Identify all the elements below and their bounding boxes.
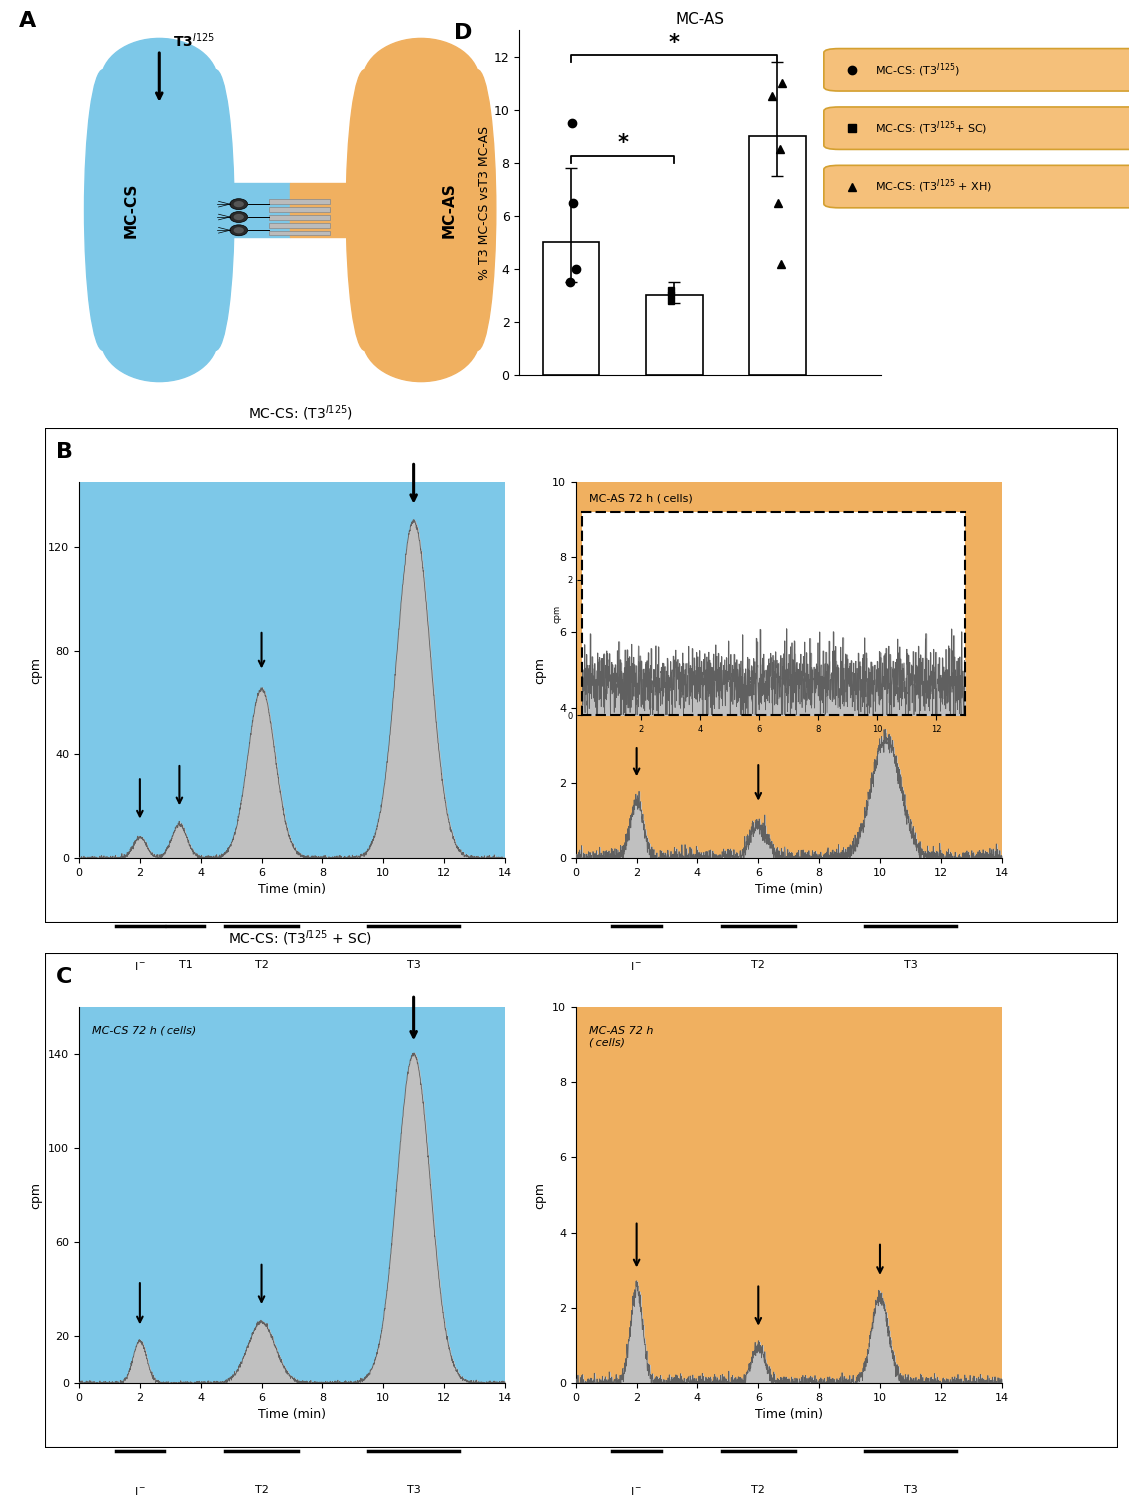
Y-axis label: cpm: cpm [534, 657, 546, 684]
Y-axis label: cpm: cpm [534, 1182, 546, 1209]
Ellipse shape [234, 226, 244, 234]
Text: T1: T1 [178, 960, 192, 969]
Text: I$^-$: I$^-$ [630, 1485, 642, 1497]
X-axis label: Time (min): Time (min) [257, 1408, 326, 1422]
Text: MC-CS: (T3$^{I125}$+ SC): MC-CS: (T3$^{I125}$+ SC) [875, 120, 988, 136]
Text: MC-CS 72 h ( cells): MC-CS 72 h ( cells) [91, 1026, 196, 1036]
Bar [290, 183, 365, 237]
Ellipse shape [362, 296, 480, 381]
Text: T3: T3 [903, 960, 917, 969]
Ellipse shape [234, 214, 244, 220]
Text: T2: T2 [255, 1485, 269, 1494]
Text: D: D [454, 22, 473, 44]
X-axis label: Time (min): Time (min) [754, 1408, 823, 1422]
Ellipse shape [85, 69, 122, 351]
Ellipse shape [196, 69, 234, 351]
Text: B: B [56, 442, 73, 462]
Text: T3: T3 [406, 1485, 420, 1494]
Text: MC-AS 72 h
( cells): MC-AS 72 h ( cells) [588, 1026, 653, 1047]
X-axis label: Time (min): Time (min) [257, 884, 326, 897]
Ellipse shape [362, 39, 480, 125]
Text: I$^-$: I$^-$ [133, 1485, 146, 1497]
Text: T3$^{I125}$: T3$^{I125}$ [174, 32, 216, 50]
Text: MC-AS 72 h ( ​cells): MC-AS 72 h ( ​cells) [588, 494, 692, 502]
Text: I$^-$: I$^-$ [630, 960, 642, 972]
Text: *: * [668, 33, 680, 53]
Text: T2: T2 [255, 960, 269, 969]
Text: MC-AS: MC-AS [441, 182, 456, 238]
Text: MC-CS: (T3$^{I125}$ + XH): MC-CS: (T3$^{I125}$ + XH) [875, 178, 992, 195]
FancyBboxPatch shape [824, 48, 1129, 92]
Bar [543, 243, 599, 375]
Text: MC-CS: (T3$^{I125}$ + SC): MC-CS: (T3$^{I125}$ + SC) [228, 928, 373, 948]
Ellipse shape [347, 69, 384, 351]
Y-axis label: cpm: cpm [29, 657, 43, 684]
Title: MC-AS: MC-AS [675, 12, 725, 27]
Bar [646, 296, 702, 375]
Y-axis label: cpm: cpm [29, 1182, 43, 1209]
Bar [269, 207, 330, 212]
Text: T2: T2 [752, 960, 765, 969]
X-axis label: Time (min): Time (min) [754, 884, 823, 897]
Bar [269, 214, 330, 220]
Bar [216, 183, 290, 237]
Text: MC-CS: MC-CS [124, 183, 139, 237]
Text: T3: T3 [903, 1485, 917, 1494]
Y-axis label: % T3 MC-CS vsT3 MC-AS: % T3 MC-CS vsT3 MC-AS [478, 126, 491, 279]
Ellipse shape [230, 211, 247, 222]
Text: A: A [19, 10, 36, 32]
Text: C: C [56, 968, 72, 987]
Bar [749, 136, 806, 375]
Bar [365, 81, 478, 339]
Ellipse shape [230, 225, 247, 236]
Text: MC-AS 24 h ( ​no cells): MC-AS 24 h ( ​no cells) [588, 526, 710, 537]
Bar [269, 231, 330, 236]
Text: T2: T2 [752, 1485, 765, 1494]
Text: *: * [618, 134, 628, 153]
Bar [269, 224, 330, 228]
Text: T3: T3 [406, 960, 420, 969]
Ellipse shape [100, 296, 218, 381]
Bar [269, 200, 330, 204]
Ellipse shape [100, 39, 218, 125]
Ellipse shape [458, 69, 496, 351]
Text: MC-CS: (T3$^{I125}$): MC-CS: (T3$^{I125}$) [247, 404, 353, 423]
FancyBboxPatch shape [824, 165, 1129, 209]
Text: I$^-$: I$^-$ [133, 960, 146, 972]
Text: MC-CS: (T3$^{I125}$): MC-CS: (T3$^{I125}$) [875, 62, 960, 78]
Bar [103, 81, 216, 339]
FancyBboxPatch shape [824, 106, 1129, 150]
Ellipse shape [230, 198, 247, 210]
Ellipse shape [234, 201, 244, 207]
